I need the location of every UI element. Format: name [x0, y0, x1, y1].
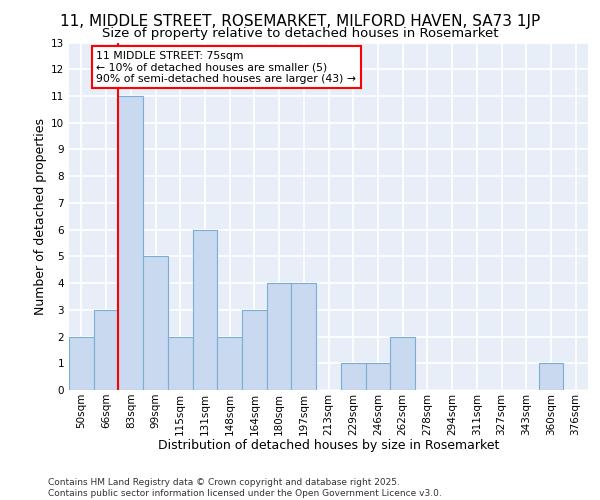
Bar — [143, 256, 168, 390]
Bar — [539, 364, 563, 390]
Bar — [69, 336, 94, 390]
X-axis label: Distribution of detached houses by size in Rosemarket: Distribution of detached houses by size … — [158, 439, 499, 452]
Y-axis label: Number of detached properties: Number of detached properties — [34, 118, 47, 315]
Bar — [365, 364, 390, 390]
Text: Contains HM Land Registry data © Crown copyright and database right 2025.
Contai: Contains HM Land Registry data © Crown c… — [48, 478, 442, 498]
Bar — [217, 336, 242, 390]
Bar — [267, 283, 292, 390]
Bar — [168, 336, 193, 390]
Bar — [94, 310, 118, 390]
Text: 11 MIDDLE STREET: 75sqm
← 10% of detached houses are smaller (5)
90% of semi-det: 11 MIDDLE STREET: 75sqm ← 10% of detache… — [96, 50, 356, 84]
Bar — [341, 364, 365, 390]
Bar — [193, 230, 217, 390]
Text: Size of property relative to detached houses in Rosemarket: Size of property relative to detached ho… — [102, 28, 498, 40]
Bar — [390, 336, 415, 390]
Bar — [242, 310, 267, 390]
Bar — [118, 96, 143, 390]
Bar — [292, 283, 316, 390]
Text: 11, MIDDLE STREET, ROSEMARKET, MILFORD HAVEN, SA73 1JP: 11, MIDDLE STREET, ROSEMARKET, MILFORD H… — [60, 14, 540, 29]
